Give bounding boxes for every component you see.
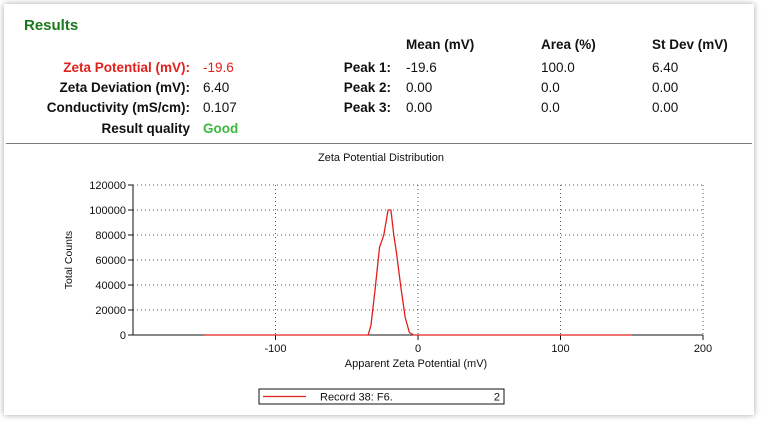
zeta-deviation-value: 6.40 xyxy=(203,80,230,95)
y-tick-label: 20000 xyxy=(95,305,126,317)
legend-label: Record 38: F6. xyxy=(320,392,393,404)
x-tick-label: -100 xyxy=(264,343,286,355)
x-tick-label: 100 xyxy=(551,343,569,355)
area-header: Area (%) xyxy=(541,37,596,52)
legend-box xyxy=(258,388,505,405)
y-axis-label: Total Counts xyxy=(63,231,75,289)
chart-title: Zeta Potential Distribution xyxy=(318,152,444,164)
peak-1-area: 100.0 xyxy=(541,60,575,75)
peak-3-stdev: 0.00 xyxy=(652,100,679,115)
zeta-deviation-label: Zeta Deviation (mV): xyxy=(59,80,190,95)
stdev-header: St Dev (mV) xyxy=(652,37,728,52)
y-tick-label: 120000 xyxy=(89,180,126,192)
zeta-potential-value: -19.6 xyxy=(203,60,234,75)
x-axis-label: Apparent Zeta Potential (mV) xyxy=(345,358,487,370)
y-tick-label: 80000 xyxy=(95,230,126,242)
peak-2-label: Peak 2: xyxy=(343,80,391,95)
peak-2-area: 0.0 xyxy=(541,80,560,95)
peak-1-label: Peak 1: xyxy=(343,60,391,75)
peak-1-stdev: 6.40 xyxy=(652,60,679,75)
zeta-potential-label: Zeta Potential (mV): xyxy=(63,60,190,75)
peak-3-mean: 0.00 xyxy=(406,100,433,115)
x-tick-label: 200 xyxy=(694,343,712,355)
x-tick-label: 0 xyxy=(415,343,421,355)
y-tick-label: 100000 xyxy=(89,205,126,217)
peak-1-mean: -19.6 xyxy=(406,60,437,75)
y-tick-label: 60000 xyxy=(95,255,126,267)
conductivity-value: 0.107 xyxy=(203,100,237,115)
peak-3-label: Peak 3: xyxy=(343,100,391,115)
legend-suffix: 2 xyxy=(494,392,500,404)
result-quality-label: Result quality xyxy=(101,121,190,136)
mean-header: Mean (mV) xyxy=(406,37,475,52)
peak-2-mean: 0.00 xyxy=(406,80,433,95)
results-title: Results xyxy=(24,17,79,34)
peak-3-area: 0.0 xyxy=(541,100,560,115)
result-quality-value: Good xyxy=(203,121,239,136)
conductivity-label: Conductivity (mS/cm): xyxy=(46,100,190,115)
series-line xyxy=(204,209,632,336)
y-tick-label: 40000 xyxy=(95,280,126,292)
section-divider xyxy=(6,143,752,144)
peak-2-stdev: 0.00 xyxy=(652,80,679,95)
y-tick-label: 0 xyxy=(120,330,126,342)
